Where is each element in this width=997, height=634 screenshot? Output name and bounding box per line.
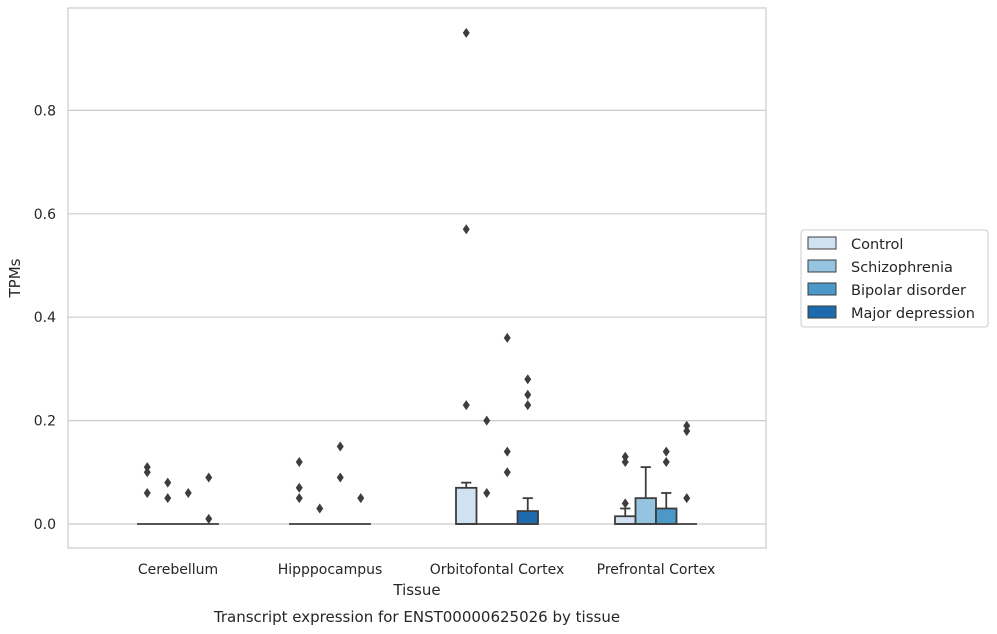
gridlines [68, 109, 766, 525]
outlier-point [143, 467, 151, 478]
outlier-point [621, 456, 629, 467]
outlier-point [295, 493, 303, 504]
legend-swatch-control [807, 236, 837, 250]
box-schizophrenia [157, 477, 178, 525]
outlier-point [683, 425, 691, 436]
outlier-point [524, 374, 532, 385]
y-tick-label: 0.2 [34, 414, 56, 430]
outlier-point [483, 415, 491, 426]
box-body [634, 497, 657, 525]
outlier-point [164, 477, 172, 488]
outlier-point [295, 482, 303, 493]
y-tick-label: 0.6 [34, 207, 56, 223]
outlier-point [683, 420, 691, 431]
outlier-point [357, 493, 365, 504]
box-bipolar-disorder [178, 487, 199, 525]
outlier-point [483, 487, 491, 498]
x-tick-label: Orbitofontal Cortex [430, 562, 565, 578]
outlier-point [205, 513, 213, 524]
legend-item-major-depression: Major depression [807, 305, 975, 322]
outlier-point [462, 400, 470, 411]
x-tick-label: Prefrontal Cortex [597, 562, 716, 578]
box-bipolar-disorder [497, 332, 518, 525]
outlier-point [184, 487, 192, 498]
x-ticks: Cerebellum Hipppocampus Orbitofontal Corte… [138, 562, 715, 578]
outlier-point [524, 389, 532, 400]
y-ticks: 0.0 0.2 0.4 0.6 0.8 [34, 103, 56, 533]
box-body [516, 510, 539, 525]
outlier-point [316, 503, 324, 514]
box-major-depression [350, 493, 371, 525]
box-control [614, 451, 637, 525]
box-schizophrenia [309, 503, 330, 525]
legend-frame [800, 229, 989, 328]
outlier-point [295, 456, 303, 467]
legend-label-bipolar-disorder: Bipolar disorder [851, 283, 966, 299]
legend-item-schizophrenia: Schizophrenia [807, 259, 953, 276]
legend-item-control: Control [807, 236, 903, 253]
y-tick-label: 0.0 [34, 517, 56, 533]
box-control [455, 27, 478, 525]
box-schizophrenia [476, 415, 497, 525]
box-body [655, 507, 678, 525]
legend-swatch-major-depression [807, 305, 837, 319]
outlier-point [143, 462, 151, 473]
outlier-point [143, 487, 151, 498]
outlier-point [503, 467, 511, 478]
y-axis-title: TPMs [6, 258, 24, 298]
outlier-point [683, 493, 691, 504]
box-body [455, 486, 478, 525]
box-control [289, 456, 310, 525]
outlier-point [462, 224, 470, 235]
y-tick-label: 0.8 [34, 103, 56, 119]
box-major-depression [198, 472, 219, 525]
outlier-point [621, 451, 629, 462]
box-control [137, 462, 158, 525]
x-axis-title: Tissue [392, 581, 440, 599]
boxes [137, 27, 697, 525]
box-schizophrenia [634, 466, 657, 525]
legend-label-schizophrenia: Schizophrenia [851, 260, 953, 276]
outlier-point [462, 27, 470, 38]
outlier-point [524, 400, 532, 411]
outlier-point [164, 493, 172, 504]
x-tick-label: Cerebellum [138, 562, 218, 578]
outlier-point [662, 456, 670, 467]
legend-swatch-bipolar-disorder [807, 282, 837, 296]
outlier-point [336, 472, 344, 483]
box-bipolar-disorder [655, 446, 678, 525]
box-major-depression [516, 374, 539, 525]
box-major-depression [676, 420, 697, 525]
outlier-point [336, 441, 344, 452]
outlier-point [503, 332, 511, 343]
outlier-point [205, 472, 213, 483]
plot-frame [67, 7, 767, 549]
outlier-point [662, 446, 670, 457]
legend: Control Schizophrenia Bipolar disorder M… [800, 229, 989, 328]
box-body [614, 515, 637, 525]
legend-label-control: Control [851, 237, 903, 253]
y-tick-label: 0.4 [34, 310, 56, 326]
legend-item-bipolar-disorder: Bipolar disorder [807, 282, 966, 299]
chart-caption: Transcript expression for ENST0000062502… [213, 608, 620, 626]
outlier-point [503, 446, 511, 457]
outlier-point [621, 498, 629, 509]
legend-label-major-depression: Major depression [851, 306, 975, 322]
box-bipolar-disorder [330, 441, 351, 525]
x-tick-label: Hipppocampus [278, 562, 383, 578]
legend-swatch-schizophrenia [807, 259, 837, 273]
